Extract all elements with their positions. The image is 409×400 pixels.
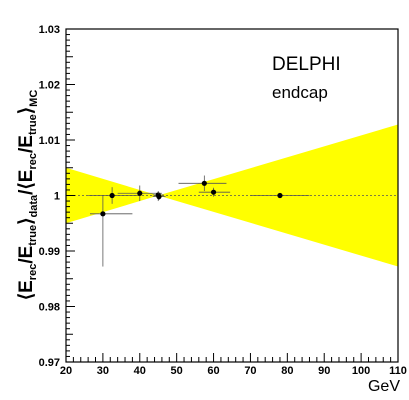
tick-labels: 20 30 40 50 60 70 80 90 100 110 0.97 0.98 0.99 1 1.01 1… bbox=[39, 24, 407, 377]
x-tick-label: 60 bbox=[207, 365, 219, 377]
data-marker bbox=[109, 192, 115, 199]
x-tick-label: 40 bbox=[134, 365, 146, 377]
axis-ticks bbox=[65, 28, 399, 363]
y-tick-label: 0.98 bbox=[39, 302, 60, 314]
x-tick-label: 90 bbox=[318, 365, 330, 377]
data-point bbox=[89, 195, 133, 267]
data-point bbox=[250, 192, 310, 199]
data-marker bbox=[201, 180, 207, 186]
annotation-experiment: DELPHI bbox=[272, 54, 341, 75]
y-tick-label: 1.02 bbox=[39, 80, 60, 92]
data-point bbox=[88, 187, 140, 204]
x-tick-label: 20 bbox=[60, 365, 72, 377]
y-tick-label: 1 bbox=[54, 191, 60, 203]
x-tick-label: 80 bbox=[281, 365, 293, 377]
y-axis-label: ⟨Erec/Etrue⟩data/⟨Erec/Etrue⟩MC bbox=[16, 90, 40, 301]
y-tick-label: 1.03 bbox=[39, 24, 60, 36]
x-tick-label: 110 bbox=[389, 365, 407, 377]
x-tick-label: 30 bbox=[97, 365, 109, 377]
data-points bbox=[88, 175, 310, 267]
data-marker bbox=[156, 194, 162, 200]
data-marker bbox=[277, 192, 283, 199]
x-tick-label: 70 bbox=[244, 365, 256, 377]
y-tick-label: 1.01 bbox=[39, 135, 60, 147]
data-marker bbox=[100, 211, 106, 217]
data-point bbox=[117, 185, 162, 202]
x-axis-label: GeV bbox=[368, 378, 400, 395]
data-marker bbox=[210, 189, 217, 195]
annotation-region: endcap bbox=[272, 83, 328, 102]
y-tick-label: 0.99 bbox=[39, 246, 60, 258]
x-tick-label: 100 bbox=[352, 365, 370, 377]
x-tick-label: 50 bbox=[171, 365, 183, 377]
y-tick-label: 0.97 bbox=[39, 357, 60, 369]
data-marker bbox=[137, 190, 143, 196]
uncertainty-band bbox=[66, 124, 398, 267]
data-point bbox=[198, 187, 231, 197]
data-point bbox=[178, 175, 227, 192]
data-point bbox=[152, 193, 166, 200]
